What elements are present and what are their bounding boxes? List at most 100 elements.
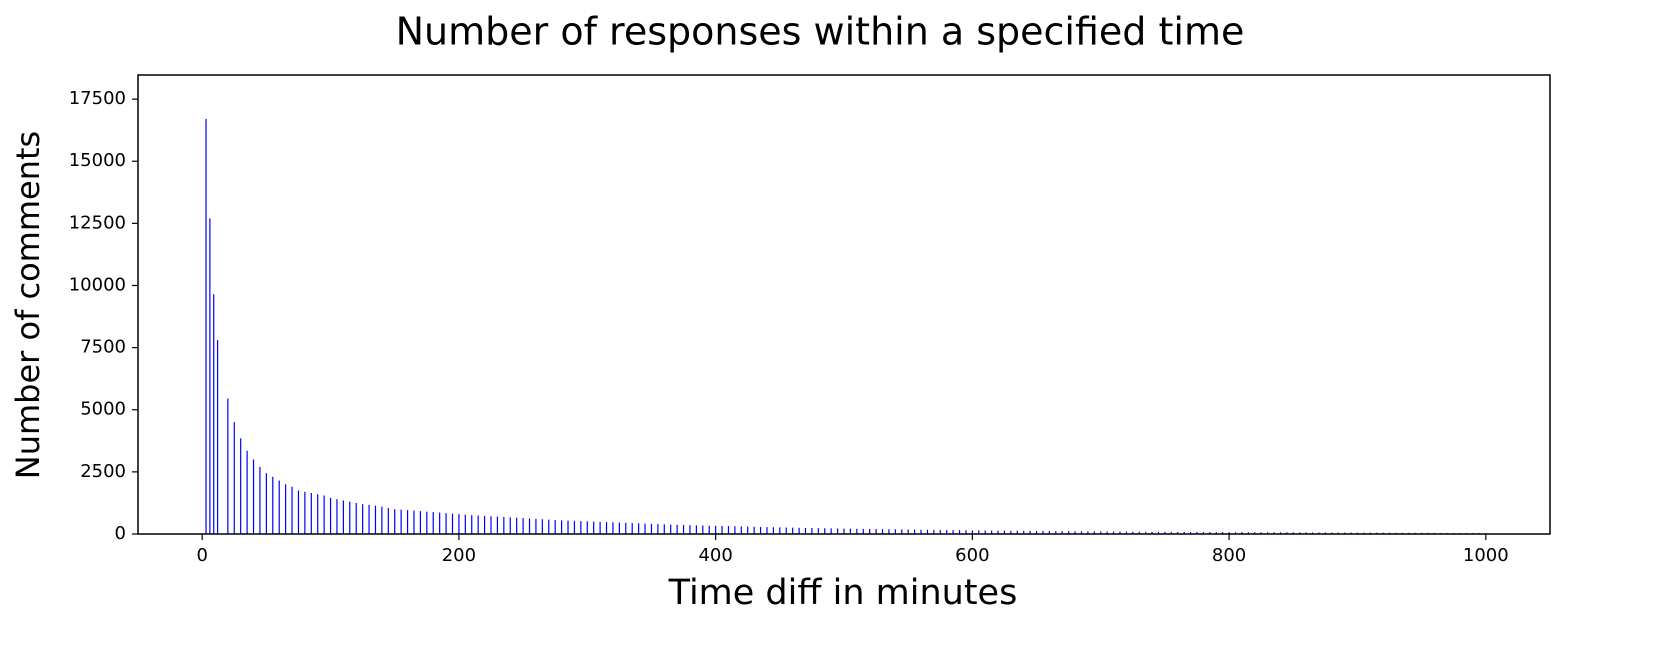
bar <box>971 530 973 534</box>
bar <box>1299 532 1301 534</box>
bar <box>766 527 768 534</box>
bar <box>387 507 389 534</box>
bar <box>252 459 255 534</box>
bar <box>1241 532 1243 534</box>
bar <box>1048 531 1050 534</box>
bar <box>310 492 312 534</box>
bar <box>920 529 922 534</box>
bar <box>1042 531 1044 534</box>
bar <box>875 529 877 534</box>
bar <box>580 521 582 534</box>
bar <box>1029 530 1031 534</box>
bar <box>561 520 563 534</box>
bar <box>1125 531 1127 534</box>
bar <box>914 529 916 534</box>
x-tick-label: 600 <box>955 545 989 566</box>
bar <box>978 530 980 534</box>
bar <box>1061 531 1063 534</box>
bar <box>1177 531 1179 534</box>
bar <box>458 514 460 534</box>
bar <box>1100 531 1102 534</box>
bar <box>439 512 441 534</box>
bar <box>509 517 511 534</box>
bar <box>824 528 826 534</box>
x-tick-label: 800 <box>1212 545 1246 566</box>
y-axis-label: Number of comments <box>9 131 47 479</box>
bar <box>1286 532 1288 534</box>
bar <box>317 494 319 534</box>
bar <box>1170 531 1172 534</box>
bar <box>638 523 640 534</box>
y-tick-label: 7500 <box>80 337 126 358</box>
bar <box>227 398 229 534</box>
bar <box>657 524 659 534</box>
bar <box>753 526 755 534</box>
bar <box>265 473 267 534</box>
bar <box>830 528 832 534</box>
bar <box>747 526 749 534</box>
bar <box>708 525 710 534</box>
bar <box>278 480 280 534</box>
bar <box>650 523 653 534</box>
bar <box>471 515 473 534</box>
bar <box>1087 531 1089 534</box>
bar <box>1273 532 1275 534</box>
bar <box>1215 532 1217 534</box>
bar <box>528 518 531 534</box>
bar <box>869 528 871 534</box>
bar <box>1222 532 1224 534</box>
x-tick-label: 0 <box>196 545 207 566</box>
x-tick-label: 200 <box>442 545 476 566</box>
bar <box>689 525 691 534</box>
y-tick-label: 17500 <box>69 88 126 109</box>
bar <box>349 501 351 534</box>
bar <box>779 527 781 534</box>
bar <box>1189 531 1192 534</box>
bar <box>1209 532 1211 534</box>
bar <box>663 524 665 534</box>
bar <box>336 499 338 534</box>
bar <box>573 520 576 534</box>
bar <box>1164 531 1166 534</box>
bar <box>593 521 595 534</box>
bar <box>958 530 961 534</box>
bar <box>715 525 717 534</box>
x-tick-label: 400 <box>698 545 732 566</box>
bar <box>894 529 896 534</box>
bar <box>862 528 864 534</box>
bar <box>1112 531 1115 534</box>
y-tick-label: 5000 <box>80 399 126 420</box>
bar <box>1093 531 1095 534</box>
bar <box>856 528 858 534</box>
y-tick-label: 12500 <box>69 212 126 233</box>
bar <box>1016 530 1018 534</box>
bar <box>1196 531 1198 534</box>
bar <box>240 438 242 534</box>
bar <box>477 515 479 534</box>
bar <box>329 497 332 534</box>
bar <box>1267 532 1269 534</box>
bar <box>888 529 890 534</box>
bar <box>285 484 287 534</box>
bar <box>291 486 293 534</box>
bar <box>419 511 421 534</box>
bar <box>772 527 774 534</box>
bar <box>496 516 499 534</box>
bar <box>798 527 800 534</box>
bar <box>631 523 633 534</box>
bar <box>1106 531 1108 534</box>
bar <box>205 118 207 535</box>
bar <box>304 491 306 534</box>
bar <box>933 529 935 534</box>
bar <box>1305 532 1307 534</box>
bar <box>734 526 736 534</box>
bar <box>721 525 723 534</box>
bar <box>1132 531 1134 534</box>
bar <box>490 516 492 534</box>
bar <box>836 528 839 534</box>
bar <box>625 522 627 534</box>
bar <box>926 529 929 534</box>
bar <box>554 519 556 534</box>
x-axis-label: Time diff in minutes <box>668 573 1018 613</box>
bar <box>811 528 813 534</box>
